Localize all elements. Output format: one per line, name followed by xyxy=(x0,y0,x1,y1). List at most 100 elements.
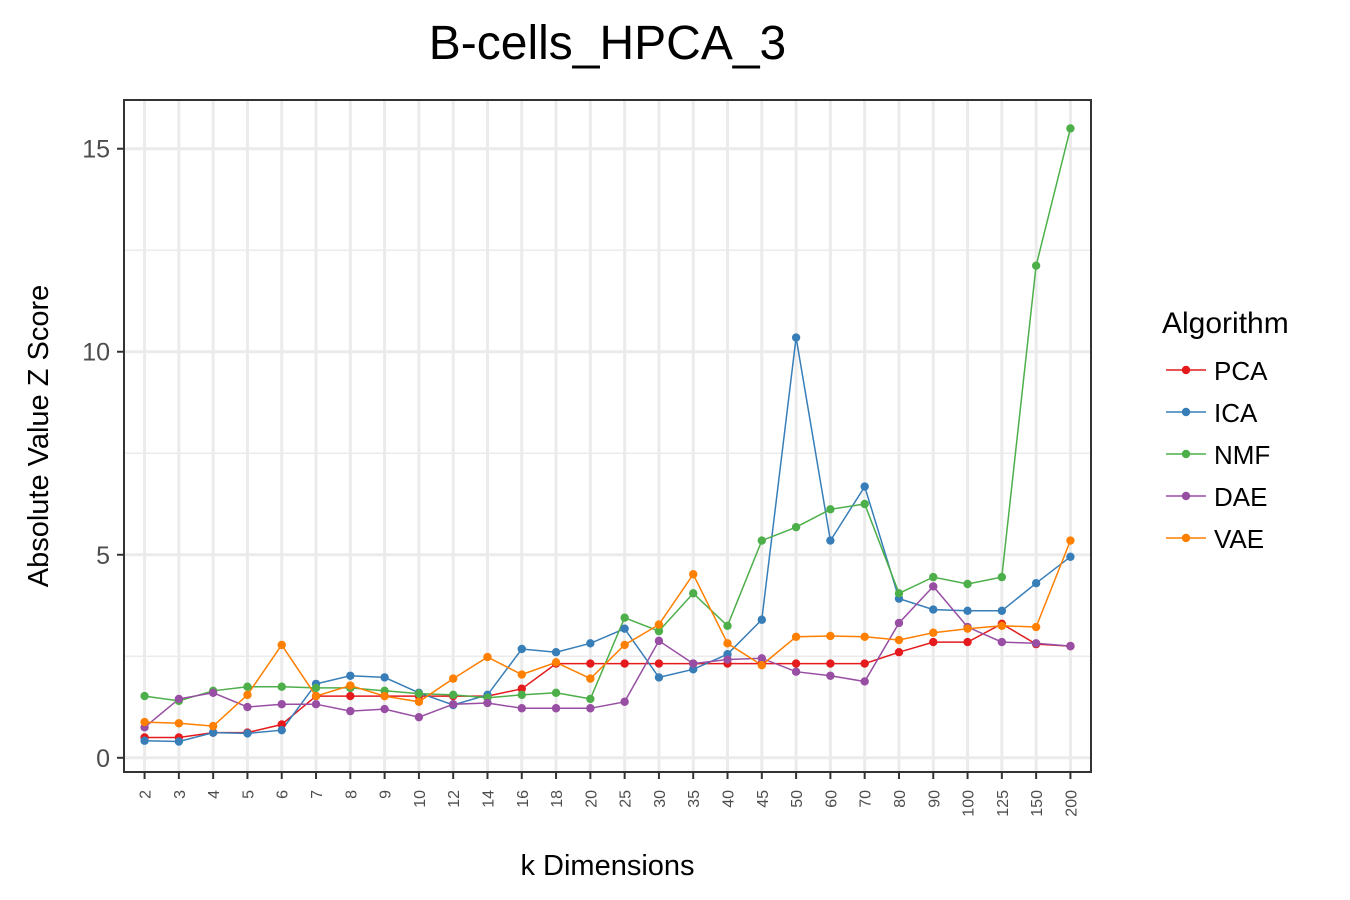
plot-panel-border xyxy=(123,99,1092,773)
data-point-vae xyxy=(1066,536,1075,545)
x-tick-label: 30 xyxy=(652,790,669,808)
series-line-vae xyxy=(144,540,1072,727)
legend-key-dae xyxy=(1166,491,1206,501)
major-gridlines xyxy=(124,100,1091,772)
x-tick-label: 90 xyxy=(926,790,943,808)
data-point-dae xyxy=(1031,639,1041,648)
data-point-ica xyxy=(929,605,938,614)
data-point-ica xyxy=(1066,552,1075,561)
series-lines xyxy=(144,128,1072,743)
data-point-ica xyxy=(586,639,595,648)
data-point-ica xyxy=(620,624,629,633)
x-tick-label: 100 xyxy=(961,790,978,817)
data-point-nmf xyxy=(860,499,869,509)
data-point-vae xyxy=(346,681,355,690)
data-point-vae xyxy=(551,658,561,667)
legend-label: VAE xyxy=(1214,524,1265,554)
x-tick-label: 25 xyxy=(618,790,635,808)
legend-key-vae xyxy=(1166,533,1206,543)
data-point-vae xyxy=(826,631,835,641)
legend-key-nmf xyxy=(1166,449,1206,459)
data-point-dae xyxy=(860,677,869,686)
data-point-nmf xyxy=(997,572,1007,582)
minor-gridlines xyxy=(124,249,1091,658)
data-point-nmf xyxy=(243,682,252,691)
x-tick-label: 12 xyxy=(446,790,463,808)
data-point-dae xyxy=(1066,641,1075,651)
legend-title: Algorithm xyxy=(1162,307,1289,340)
data-point-nmf xyxy=(448,690,458,700)
data-point-nmf xyxy=(551,688,561,698)
data-point-ica xyxy=(174,737,184,746)
data-point-pca xyxy=(620,659,629,668)
data-point-pca xyxy=(791,659,801,668)
data-point-dae xyxy=(826,671,835,680)
data-point-dae xyxy=(380,704,389,714)
x-tick-label: 60 xyxy=(823,790,840,808)
data-point-nmf xyxy=(140,691,149,701)
data-point-ica xyxy=(243,729,252,738)
data-point-dae xyxy=(448,699,458,709)
data-point-pca xyxy=(894,648,904,657)
data-point-ica xyxy=(517,644,526,654)
x-tick-label: 16 xyxy=(515,790,532,808)
data-point-nmf xyxy=(963,579,972,589)
data-point-ica xyxy=(1031,578,1041,588)
data-point-vae xyxy=(311,691,321,701)
x-tick-label: 70 xyxy=(858,790,875,808)
data-point-vae xyxy=(860,632,869,641)
data-point-nmf xyxy=(723,621,732,631)
data-point-dae xyxy=(174,694,184,704)
data-point-nmf xyxy=(826,505,835,514)
data-point-vae xyxy=(929,628,938,637)
legend-label: ICA xyxy=(1214,398,1258,428)
data-point-pca xyxy=(517,684,526,693)
data-point-vae xyxy=(277,640,286,650)
x-tick-label: 150 xyxy=(1029,790,1046,817)
legend-label: NMF xyxy=(1214,440,1271,470)
x-tick-label: 20 xyxy=(583,790,600,808)
data-point-dae xyxy=(654,636,664,646)
data-point-dae xyxy=(894,618,904,628)
series-points xyxy=(140,124,1075,746)
data-point-vae xyxy=(894,635,904,645)
x-tick-label: 14 xyxy=(480,790,497,808)
data-point-vae xyxy=(208,721,218,731)
chart-title: B-cells_HPCA_3 xyxy=(428,17,787,70)
x-tick-label: 80 xyxy=(892,790,909,808)
data-point-ica xyxy=(963,606,972,616)
data-point-nmf xyxy=(757,536,767,545)
data-point-nmf xyxy=(894,589,904,598)
data-point-vae xyxy=(380,691,389,701)
data-point-dae xyxy=(243,702,252,712)
data-point-dae xyxy=(689,659,698,668)
y-tick-label: 0 xyxy=(96,745,110,773)
data-point-pca xyxy=(826,659,835,668)
data-point-vae xyxy=(586,674,595,683)
data-point-ica xyxy=(208,728,218,737)
x-tick-labels: 2 3 4 5 6 7 8 9 10 12 14 16 18 20 25 30 35 40 45 50 60 70 80 90… xyxy=(138,790,1081,817)
data-point-ica xyxy=(140,736,149,745)
legend-item-vae: VAE xyxy=(1162,522,1289,564)
data-point-ica xyxy=(654,673,664,682)
x-tick-label: 35 xyxy=(686,790,703,808)
data-point-vae xyxy=(689,570,698,579)
x-tick-label: 50 xyxy=(789,790,806,808)
series-line-pca xyxy=(144,622,1071,739)
data-point-ica xyxy=(860,482,869,491)
data-point-ica xyxy=(380,673,389,682)
data-point-pca xyxy=(929,637,938,647)
data-point-dae xyxy=(997,637,1007,647)
data-point-dae xyxy=(723,655,732,664)
data-point-nmf xyxy=(517,690,526,700)
axis-ticks xyxy=(117,147,1072,779)
legend-item-ica: ICA xyxy=(1162,396,1289,438)
data-point-nmf xyxy=(311,683,321,693)
data-point-dae xyxy=(757,654,767,663)
data-point-ica xyxy=(791,333,801,342)
x-tick-label: 7 xyxy=(309,790,326,799)
data-point-ica xyxy=(346,671,355,680)
data-point-pca xyxy=(346,691,355,701)
data-point-pca xyxy=(654,659,664,668)
data-point-vae xyxy=(517,670,526,679)
